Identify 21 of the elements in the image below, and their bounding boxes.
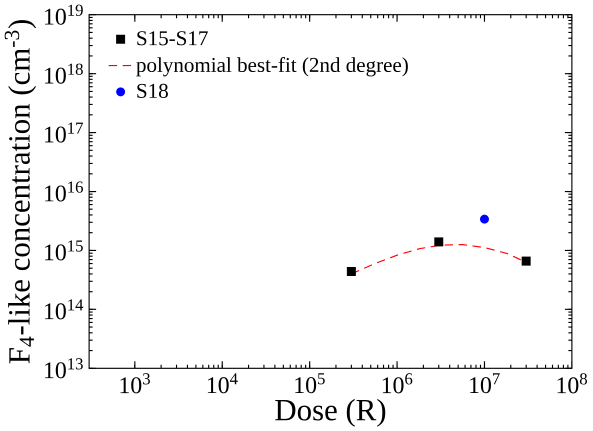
x-tick-label: 10$^{7}$ <box>470 373 500 393</box>
legend-label: polynomial best-fit (2nd degree) <box>136 56 408 76</box>
x-tick-label: 10$^{8}$ <box>558 373 588 394</box>
point <box>434 237 444 246</box>
x-tick-label: 10$^{5}$ <box>295 373 325 393</box>
legend-label: S15-S17 <box>137 30 208 46</box>
point <box>522 256 531 266</box>
x-tick-label: 10$^{4}$ <box>208 373 238 394</box>
x-axis-title: Dose (R) <box>275 398 386 427</box>
y-tick-label: 10$^{16}$ <box>45 181 83 202</box>
y-tick-label: 10$^{17}$ <box>45 122 83 142</box>
point <box>346 266 356 276</box>
x-tick-label: 10$^{6}$ <box>382 373 412 394</box>
y-tick-label: 10$^{15}$ <box>45 240 83 260</box>
y-tick-label: 10$^{14}$ <box>45 299 84 320</box>
x-tick-label: 10$^{3}$ <box>120 373 150 394</box>
y-tick-label: 10$^{18}$ <box>45 63 83 84</box>
legend-label: S18 <box>137 84 168 98</box>
y-axis-title: F$_{4}$-like concentration (cm$^{-3}$) <box>4 20 36 364</box>
y-tick-label: 10$^{19}$ <box>45 4 83 25</box>
y-tick-label: 10$^{13}$ <box>45 358 83 378</box>
